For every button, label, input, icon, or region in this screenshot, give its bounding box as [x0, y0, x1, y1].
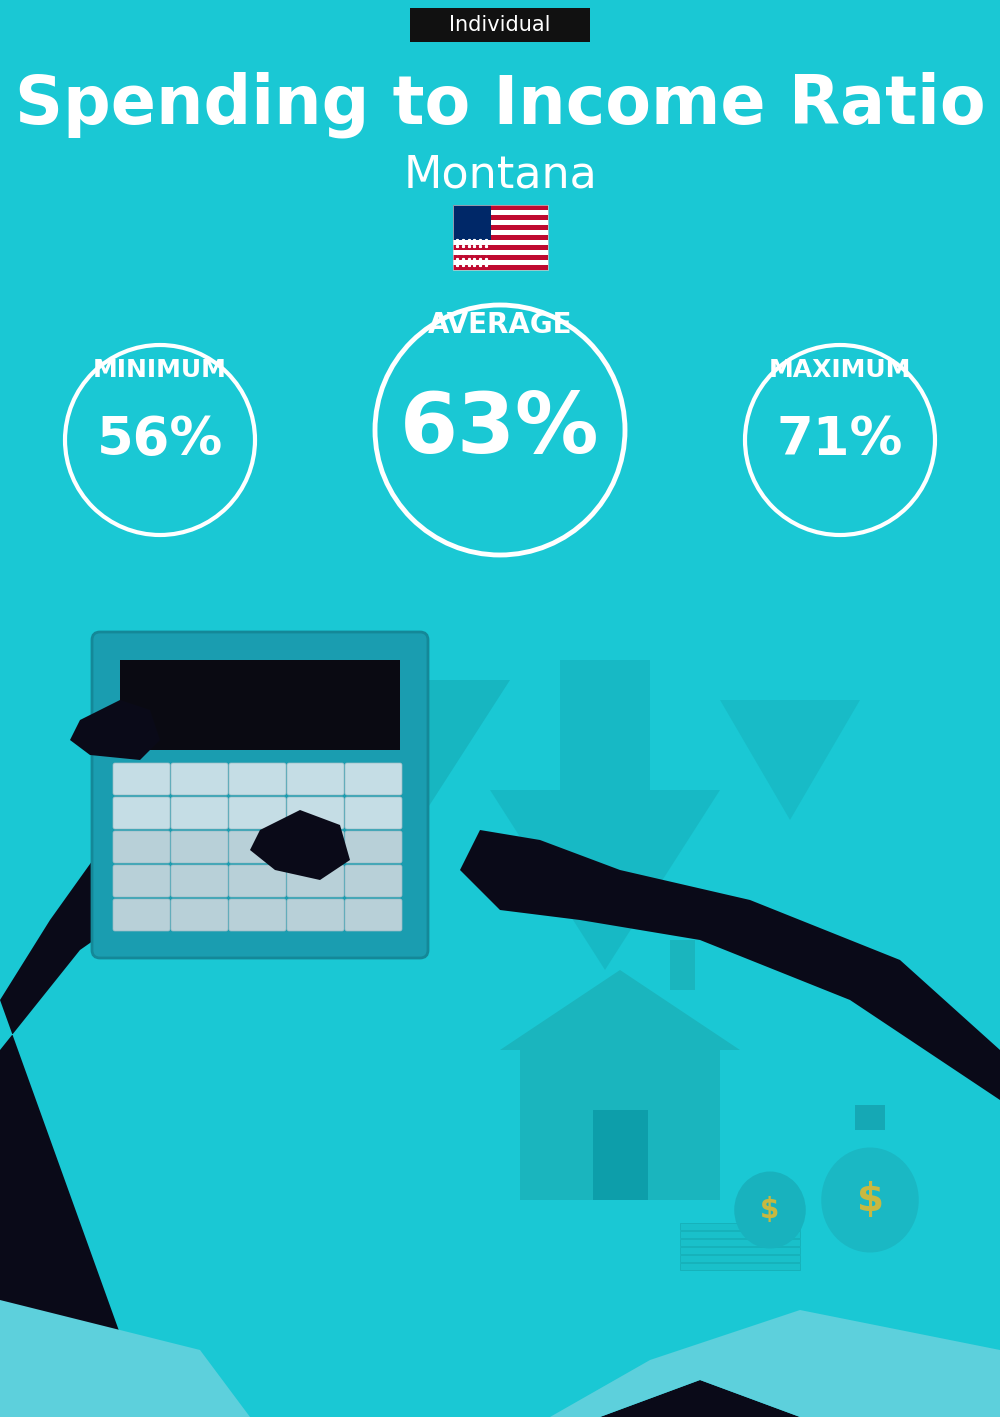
- Text: MINIMUM: MINIMUM: [93, 359, 227, 383]
- FancyBboxPatch shape: [171, 864, 228, 897]
- Bar: [520, 1050, 720, 1200]
- FancyBboxPatch shape: [113, 898, 170, 931]
- Bar: [452, 249, 548, 255]
- Bar: [452, 259, 548, 265]
- FancyBboxPatch shape: [229, 864, 286, 897]
- Bar: [452, 220, 548, 225]
- FancyBboxPatch shape: [229, 898, 286, 931]
- Bar: [680, 1238, 800, 1246]
- FancyBboxPatch shape: [113, 864, 170, 897]
- Bar: [410, 9, 590, 43]
- FancyBboxPatch shape: [229, 796, 286, 829]
- FancyBboxPatch shape: [171, 898, 228, 931]
- Polygon shape: [490, 660, 720, 971]
- Bar: [452, 245, 548, 249]
- Bar: [680, 1231, 800, 1238]
- Polygon shape: [720, 700, 860, 820]
- Bar: [452, 205, 490, 239]
- FancyBboxPatch shape: [345, 898, 402, 931]
- FancyBboxPatch shape: [345, 864, 402, 897]
- Polygon shape: [330, 680, 510, 820]
- FancyBboxPatch shape: [287, 796, 344, 829]
- Bar: [452, 205, 548, 210]
- FancyBboxPatch shape: [287, 898, 344, 931]
- Ellipse shape: [821, 1148, 919, 1253]
- FancyBboxPatch shape: [113, 830, 170, 863]
- Text: 56%: 56%: [97, 414, 223, 466]
- Bar: [452, 230, 548, 235]
- Polygon shape: [70, 700, 160, 760]
- Text: $: $: [760, 1196, 780, 1224]
- Bar: [855, 1105, 885, 1129]
- FancyBboxPatch shape: [345, 762, 402, 795]
- FancyBboxPatch shape: [287, 762, 344, 795]
- FancyBboxPatch shape: [171, 830, 228, 863]
- Text: 63%: 63%: [400, 390, 600, 470]
- Polygon shape: [0, 1299, 250, 1417]
- Text: MAXIMUM: MAXIMUM: [769, 359, 911, 383]
- FancyBboxPatch shape: [345, 830, 402, 863]
- FancyBboxPatch shape: [287, 864, 344, 897]
- Text: $: $: [856, 1180, 884, 1219]
- FancyBboxPatch shape: [113, 796, 170, 829]
- Bar: [120, 660, 400, 750]
- FancyBboxPatch shape: [229, 762, 286, 795]
- Polygon shape: [550, 1309, 1000, 1417]
- FancyBboxPatch shape: [287, 830, 344, 863]
- Bar: [452, 255, 548, 259]
- Text: Montana: Montana: [403, 153, 597, 197]
- Bar: [452, 239, 548, 245]
- FancyBboxPatch shape: [345, 796, 402, 829]
- Bar: [452, 210, 548, 215]
- Polygon shape: [500, 971, 740, 1050]
- Ellipse shape: [734, 1172, 806, 1248]
- Bar: [670, 939, 695, 990]
- FancyBboxPatch shape: [171, 796, 228, 829]
- Polygon shape: [250, 811, 350, 880]
- Text: 71%: 71%: [777, 414, 903, 466]
- Bar: [452, 225, 548, 230]
- FancyBboxPatch shape: [229, 830, 286, 863]
- Polygon shape: [0, 779, 320, 1417]
- Polygon shape: [460, 830, 1000, 1417]
- Bar: [452, 215, 548, 220]
- Bar: [452, 265, 548, 271]
- Text: Individual: Individual: [449, 16, 551, 35]
- Bar: [680, 1247, 800, 1254]
- FancyBboxPatch shape: [92, 632, 428, 958]
- Bar: [680, 1263, 800, 1270]
- FancyBboxPatch shape: [171, 762, 228, 795]
- Bar: [593, 1110, 648, 1200]
- Bar: [680, 1255, 800, 1263]
- Text: AVERAGE: AVERAGE: [428, 310, 572, 339]
- Bar: [452, 205, 548, 271]
- Text: Spending to Income Ratio: Spending to Income Ratio: [15, 72, 985, 139]
- FancyBboxPatch shape: [113, 762, 170, 795]
- Bar: [452, 235, 548, 239]
- Bar: [680, 1223, 800, 1230]
